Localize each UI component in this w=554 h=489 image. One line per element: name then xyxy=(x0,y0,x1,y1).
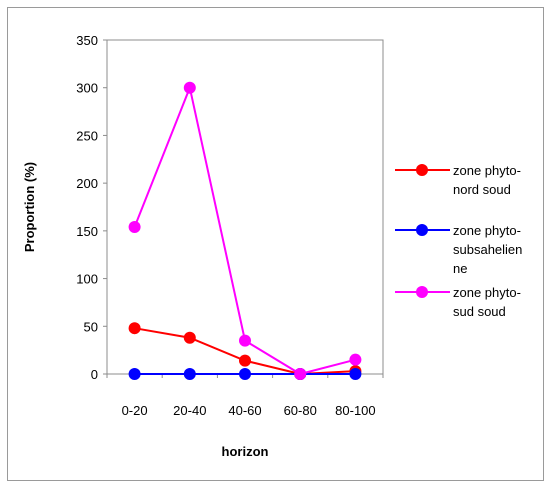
y-tick-label: 350 xyxy=(76,33,98,48)
data-point xyxy=(183,368,196,380)
legend-label: zone phyto-nord soud xyxy=(453,163,521,197)
y-tick-label: 300 xyxy=(76,81,98,96)
data-point xyxy=(349,368,362,380)
x-tick-label: 0-20 xyxy=(122,403,148,418)
data-point xyxy=(294,368,307,380)
y-tick-label: 0 xyxy=(91,367,98,382)
legend-label: zone phyto-subsahelien ne xyxy=(453,223,522,276)
data-point xyxy=(128,368,141,380)
data-point xyxy=(128,221,141,234)
legend: zone phyto-nord soud zone phyto-subsaheli… xyxy=(395,163,522,319)
y-tick-label: 250 xyxy=(76,128,98,143)
x-tick-label: 60-80 xyxy=(284,403,317,418)
data-point xyxy=(183,331,196,344)
x-axis-ticks: 0-20 20-40 40-60 60-80 80-100 xyxy=(106,374,384,418)
series-layer xyxy=(128,81,362,380)
data-point xyxy=(239,368,251,380)
data-point xyxy=(349,353,362,366)
data-point xyxy=(183,81,196,94)
data-point xyxy=(239,334,251,347)
legend-marker xyxy=(416,224,428,236)
y-axis-title: Proportion (%) xyxy=(22,162,37,252)
y-tick-label: 150 xyxy=(76,224,98,239)
data-point xyxy=(239,354,251,367)
y-tick-label: 200 xyxy=(76,176,98,191)
legend-marker xyxy=(416,286,428,298)
legend-label: zone phyto-sud soud xyxy=(453,285,521,319)
y-tick-label: 50 xyxy=(84,319,98,334)
y-tick-label: 100 xyxy=(76,272,98,287)
x-tick-label: 80-100 xyxy=(335,403,375,418)
x-tick-label: 40-60 xyxy=(228,403,261,418)
x-axis-title: horizon xyxy=(222,444,269,459)
y-axis-ticks: 0 50 100 150 200 250 300 350 xyxy=(76,33,107,382)
x-tick-label: 20-40 xyxy=(173,403,206,418)
data-point xyxy=(128,322,141,335)
plot-area xyxy=(106,39,384,375)
legend-item: zone phyto-nord soud xyxy=(395,163,521,197)
legend-item: zone phyto-sud soud xyxy=(395,285,521,319)
chart-frame xyxy=(7,7,544,481)
series-3 xyxy=(128,81,362,380)
series-line xyxy=(133,84,356,376)
legend-item: zone phyto-subsahelien ne xyxy=(395,223,522,276)
legend-marker xyxy=(416,164,428,176)
series-2 xyxy=(128,368,362,380)
